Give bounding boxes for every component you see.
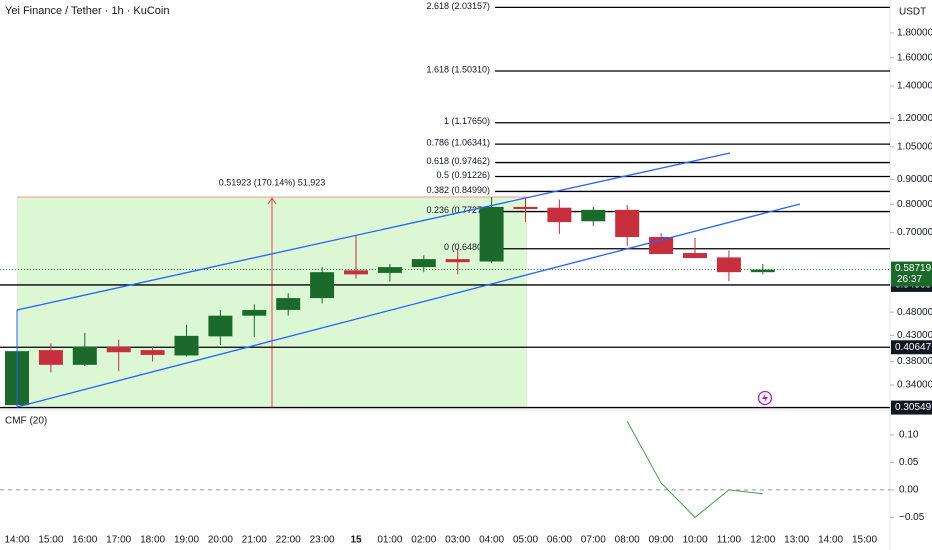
- x-tick-label: 17:00: [106, 535, 131, 546]
- y-tick-label: 1.60000: [897, 52, 932, 63]
- candle-body: [479, 206, 504, 262]
- x-tick-label: 19:00: [174, 535, 199, 546]
- x-tick-label: 04:00: [479, 535, 504, 546]
- y-tick-label: 1.20000: [897, 113, 932, 124]
- candle-body: [310, 272, 335, 299]
- chart-title: Yei Finance / Tether · 1h · KuCoin: [5, 5, 169, 17]
- candle-body: [174, 335, 199, 356]
- y-tick-label: 0.70000: [897, 227, 932, 238]
- candle-body: [72, 346, 97, 365]
- indicator-line: [626, 421, 763, 519]
- candle-body: [208, 315, 233, 337]
- candle-body: [276, 298, 301, 310]
- measure-arrowhead: [267, 197, 277, 205]
- x-tick-label: 05:00: [513, 535, 538, 546]
- x-tick-label: 06:00: [547, 535, 572, 546]
- fib-label: 0.382 (0.84990): [426, 185, 490, 195]
- candle-body: [513, 206, 538, 210]
- y-tick-label: 0.90000: [897, 174, 932, 185]
- channel-lower: [16, 203, 801, 408]
- x-tick-label: 18:00: [140, 535, 165, 546]
- x-tick-label: 01:00: [377, 535, 402, 546]
- axis-unit: USDT: [899, 7, 926, 18]
- x-tick-label: 07:00: [581, 535, 606, 546]
- fib-label: 0.786 (1.06341): [426, 137, 490, 147]
- channel-upper: [16, 152, 731, 311]
- x-tick-label: 12:00: [750, 535, 775, 546]
- x-tick-label: 22:00: [276, 535, 301, 546]
- x-tick-label: 23:00: [310, 535, 335, 546]
- event-icon[interactable]: [757, 390, 773, 406]
- last-price-box: [891, 261, 932, 287]
- last-price-label: 0.58719: [895, 263, 932, 274]
- candle-body: [38, 350, 63, 365]
- x-tick-label: 02:00: [411, 535, 436, 546]
- countdown-label: 26:37: [897, 274, 922, 285]
- x-tick-label: 11:00: [717, 535, 742, 546]
- y-tick-label: 0.05: [899, 457, 919, 468]
- x-tick-label: 15:00: [38, 535, 63, 546]
- price-level-box: [891, 340, 932, 355]
- y-tick-label: 0.10: [899, 430, 919, 441]
- candle-body: [750, 269, 775, 273]
- fib-label: 2.618 (2.03157): [426, 1, 490, 11]
- candle-body: [411, 259, 436, 268]
- price-level-label: 0.30549: [895, 402, 932, 413]
- y-tick-label: 0.38000: [897, 356, 932, 367]
- x-tick-label: 15: [350, 535, 362, 546]
- x-tick-label: 15:00: [852, 535, 877, 546]
- x-tick-label: 10:00: [682, 535, 707, 546]
- y-tick-label: 0.48000: [897, 307, 932, 318]
- measure-label: 0.51923 (170.14%) 51,923: [219, 177, 326, 187]
- x-tick-label: 14:00: [4, 535, 29, 546]
- fib-label: 0.5 (0.91226): [436, 170, 490, 180]
- candle-body: [140, 350, 165, 355]
- candle-body: [581, 209, 606, 222]
- x-tick-label: 21:00: [242, 535, 267, 546]
- fib-label: 1 (1.17650): [444, 116, 490, 126]
- x-tick-label: 08:00: [615, 535, 640, 546]
- candle-body: [547, 207, 572, 223]
- x-tick-label: 14:00: [818, 535, 843, 546]
- y-tick-label: 1.05000: [897, 141, 932, 152]
- candle-body: [683, 253, 707, 259]
- candle-body: [716, 257, 741, 273]
- candle-body: [377, 267, 402, 273]
- candle-body: [445, 259, 470, 263]
- x-tick-label: 20:00: [208, 535, 233, 546]
- x-tick-label: 13:00: [784, 535, 809, 546]
- candle-body: [242, 309, 267, 316]
- x-tick-label: 09:00: [649, 535, 674, 546]
- candle-body: [106, 346, 131, 353]
- price-level-label: 0.40647: [895, 342, 932, 353]
- fib-label: 0.236 (0.77274): [426, 205, 490, 215]
- y-tick-label: 0.00: [899, 485, 919, 496]
- x-tick-label: 16:00: [72, 535, 97, 546]
- y-tick-label: −0.05: [899, 512, 925, 523]
- fib-group: 2.618 (2.03157) 1.618 (1.50310) 1 (1.17650…: [0, 1, 890, 409]
- x-tick-label: 03:00: [445, 535, 470, 546]
- fib-label: 0 (0.64802): [444, 242, 490, 252]
- event-bolt: [762, 393, 768, 403]
- price-level-box: [891, 400, 932, 415]
- candle-body: [615, 209, 640, 238]
- fib-label: 0.618 (0.97462): [426, 156, 490, 166]
- y-tick-label: 0.43000: [897, 330, 932, 341]
- y-tick-label: 1.40000: [897, 81, 932, 92]
- y-tick-label: 0.34000: [897, 380, 932, 391]
- y-tick-label: 0.80000: [897, 199, 932, 210]
- y-tick-label: 1.80000: [897, 28, 932, 39]
- indicator-title: CMF (20): [5, 416, 47, 427]
- candle-body: [344, 270, 368, 275]
- fib-label: 1.618 (1.50310): [426, 64, 490, 74]
